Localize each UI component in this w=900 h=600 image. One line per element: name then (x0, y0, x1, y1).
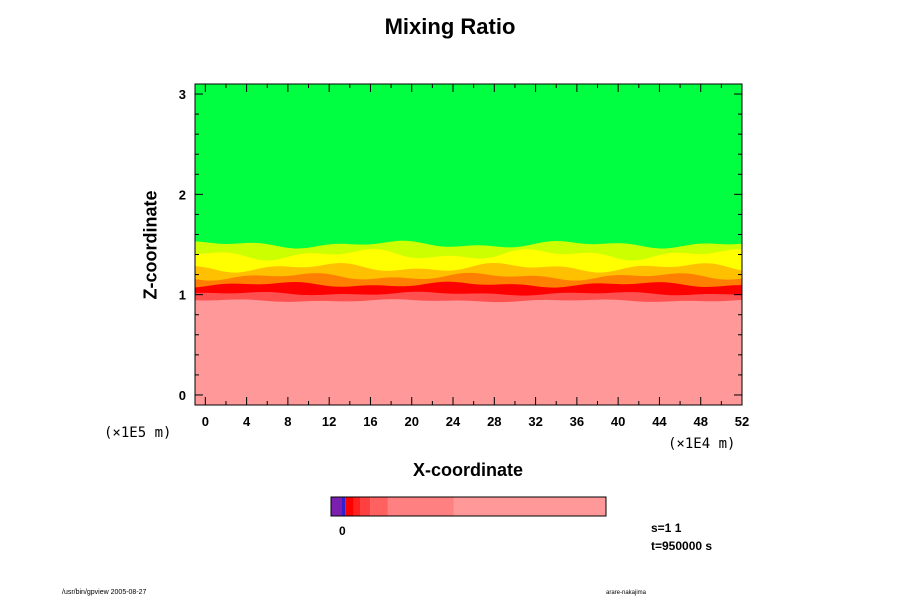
info-s-label: s=1 1 (651, 521, 682, 535)
x-tick-label: 36 (570, 414, 584, 429)
x-tick-label: 8 (284, 414, 291, 429)
y-axis-unit: (×1E5 m) (104, 425, 172, 441)
chart-title: Mixing Ratio (384, 14, 516, 39)
x-tick-label: 20 (405, 414, 419, 429)
x-tick-label: 4 (243, 414, 251, 429)
colorbar-segment (360, 497, 371, 516)
x-tick-label: 52 (735, 414, 749, 429)
x-tick-label: 48 (693, 414, 707, 429)
x-tick-label: 28 (487, 414, 501, 429)
x-axis-label: X-coordinate (412, 460, 523, 480)
x-tick-label: 16 (363, 414, 377, 429)
colorbar-segment (387, 497, 454, 516)
y-tick-label: 1 (179, 288, 186, 303)
colorbar-segment (331, 497, 342, 516)
x-axis-unit: (×1E4 m) (668, 436, 736, 452)
y-tick-label: 0 (179, 388, 186, 403)
plot-frame (194, 83, 743, 406)
y-tick-label: 2 (179, 187, 186, 202)
colorbar-zero-label: 0 (339, 524, 346, 538)
colorbar-segment (342, 497, 346, 516)
x-tick-label: 12 (322, 414, 336, 429)
x-tick-label: 40 (611, 414, 625, 429)
x-tick-label: 44 (652, 414, 667, 429)
x-tick-label: 0 (202, 414, 209, 429)
info-t-label: t=950000 s (651, 539, 713, 553)
colorbar-frame (330, 496, 607, 517)
y-tick-label: 3 (179, 87, 186, 102)
colorbar-segment (453, 497, 606, 516)
colorbar-segment (370, 497, 388, 516)
y-axis-label: Z-coordinate (140, 190, 161, 300)
region-lower (195, 299, 742, 405)
footer-right-text: arare-nakajima (606, 590, 647, 596)
colorbar-segment (353, 497, 361, 516)
x-tick-label: 24 (446, 414, 461, 429)
colorbar-segment (345, 497, 354, 516)
x-tick-label: 32 (528, 414, 542, 429)
footer-left-text: /usr/bin/gpview 2005-08-27 (62, 589, 147, 596)
